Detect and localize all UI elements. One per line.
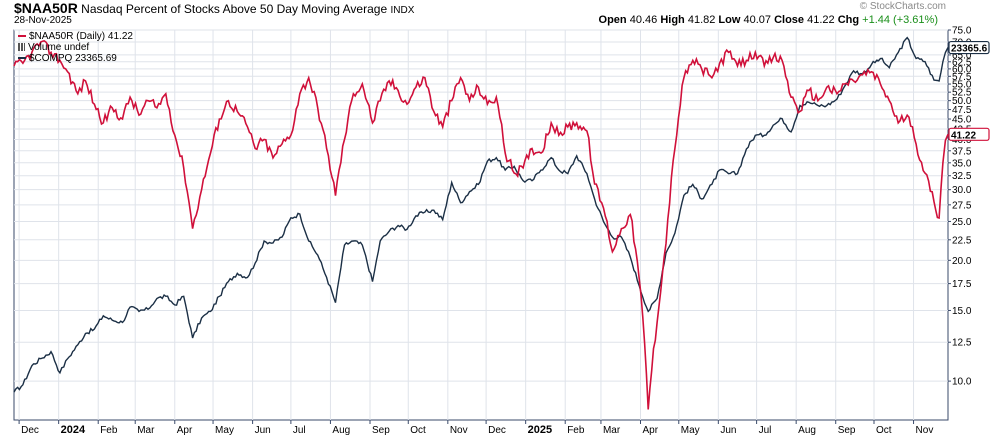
chg-value: +1.44 (+3.61%) xyxy=(862,14,938,26)
x-tick-label: Apr xyxy=(177,425,193,436)
volume-bars-icon xyxy=(18,43,25,52)
legend-item-volume: Volume undef xyxy=(18,42,133,53)
series-line-overlay xyxy=(13,36,949,393)
x-tick-label: Oct xyxy=(410,425,426,436)
stockcharts-credit: © StockCharts.com xyxy=(859,1,946,12)
y-tick-label: 60.0 xyxy=(952,64,972,75)
symbol-title: $NAA50R xyxy=(14,0,78,16)
x-tick-label: 2024 xyxy=(61,424,86,436)
x-tick-label: Mar xyxy=(603,425,621,436)
y-tick-label: 17.5 xyxy=(952,279,972,290)
y-tick-label: 62.5 xyxy=(952,57,972,68)
x-tick-label: 2025 xyxy=(528,424,552,436)
x-tick-label: May xyxy=(681,425,700,436)
x-tick-label: Mar xyxy=(137,425,155,436)
y-tick-label: 10.0 xyxy=(952,377,972,388)
x-tick-label: Jun xyxy=(255,425,271,436)
badge-box xyxy=(948,127,990,141)
last-value-badge-primary: 41.22 xyxy=(948,127,990,141)
y-tick-label: 57.5 xyxy=(952,72,972,83)
x-tick-label: Nov xyxy=(450,425,468,436)
y-tick-label: 37.5 xyxy=(952,146,972,157)
x-tick-label: May xyxy=(215,425,234,436)
y-tick-label: 32.5 xyxy=(952,171,972,182)
y-tick-label: 50.0 xyxy=(952,96,972,107)
series-line-primary xyxy=(13,39,949,410)
x-tick-label: Jun xyxy=(720,425,736,436)
last-value-badge-overlay: 23365.6 xyxy=(948,40,990,55)
y-tick-label: 45.0 xyxy=(952,115,972,126)
legend-label-primary: $NAA50R (Daily) 41.22 xyxy=(29,31,133,42)
x-tick-label: Nov xyxy=(916,425,934,436)
high-value: 41.82 xyxy=(687,14,716,26)
low-label: Low xyxy=(718,14,741,26)
legend-label-overlay: $COMPQ 23365.69 xyxy=(29,53,117,64)
x-tick-label: Dec xyxy=(488,425,506,436)
open-value: 40.46 xyxy=(629,14,658,26)
y-tick-label: 25.0 xyxy=(952,217,972,228)
chart-header: $NAA50R Nasdaq Percent of Stocks Above 5… xyxy=(14,0,414,16)
y-tick-label: 27.5 xyxy=(952,200,972,211)
legend-swatch-primary xyxy=(18,35,26,38)
y-tick-label: 52.5 xyxy=(952,88,972,99)
legend-label-volume: Volume undef xyxy=(28,42,90,53)
open-label: Open xyxy=(598,14,627,26)
high-label: High xyxy=(660,14,685,26)
badge-box xyxy=(948,40,990,55)
y-tick-label: 12.5 xyxy=(952,338,972,349)
y-tick-label: 15.0 xyxy=(952,306,972,317)
y-tick-label: 55.0 xyxy=(952,80,972,91)
x-tick-label: Apr xyxy=(642,425,658,436)
y-tick-label: 30.0 xyxy=(952,185,972,196)
y-tick-label: 75.0 xyxy=(952,26,972,37)
badge-text: 23365.6 xyxy=(951,44,988,55)
chg-label: Chg xyxy=(837,14,860,26)
low-value: 40.07 xyxy=(743,14,772,26)
x-tick-label: Oct xyxy=(876,425,892,436)
plot-area xyxy=(13,29,949,421)
close-label: Close xyxy=(774,14,805,26)
x-tick-label: Aug xyxy=(798,425,816,436)
x-tick-label: Jul xyxy=(293,425,306,436)
x-tick-label: Sep xyxy=(372,425,390,436)
chart-date: 28-Nov-2025 xyxy=(14,15,72,26)
x-tick-label: Jul xyxy=(759,425,772,436)
x-tick-label: Aug xyxy=(332,425,350,436)
x-tick-label: Dec xyxy=(21,425,39,436)
chart-legend: $NAA50R (Daily) 41.22 Volume undef $COMP… xyxy=(18,31,133,64)
y-tick-label: 47.5 xyxy=(952,105,972,116)
symbol-description: Nasdaq Percent of Stocks Above 50 Day Mo… xyxy=(81,2,388,16)
badge-text: 41.22 xyxy=(951,130,976,141)
close-value: 41.22 xyxy=(807,14,835,26)
legend-item-primary: $NAA50R (Daily) 41.22 xyxy=(18,31,133,42)
legend-item-overlay: $COMPQ 23365.69 xyxy=(18,53,133,64)
x-tick-label: Sep xyxy=(838,425,856,436)
y-tick-label: 35.0 xyxy=(952,158,972,169)
x-tick-label: Feb xyxy=(567,425,585,436)
legend-swatch-overlay xyxy=(18,57,26,60)
y-tick-label: 65.0 xyxy=(952,50,972,61)
ohlc-readout: Open 40.46 High 41.82 Low 40.07 Close 41… xyxy=(599,14,938,26)
y-tick-label: 20.0 xyxy=(952,256,972,267)
x-tick-label: Feb xyxy=(100,425,118,436)
exchange-label: INDX xyxy=(390,5,415,16)
y-tick-label: 22.5 xyxy=(952,235,972,246)
